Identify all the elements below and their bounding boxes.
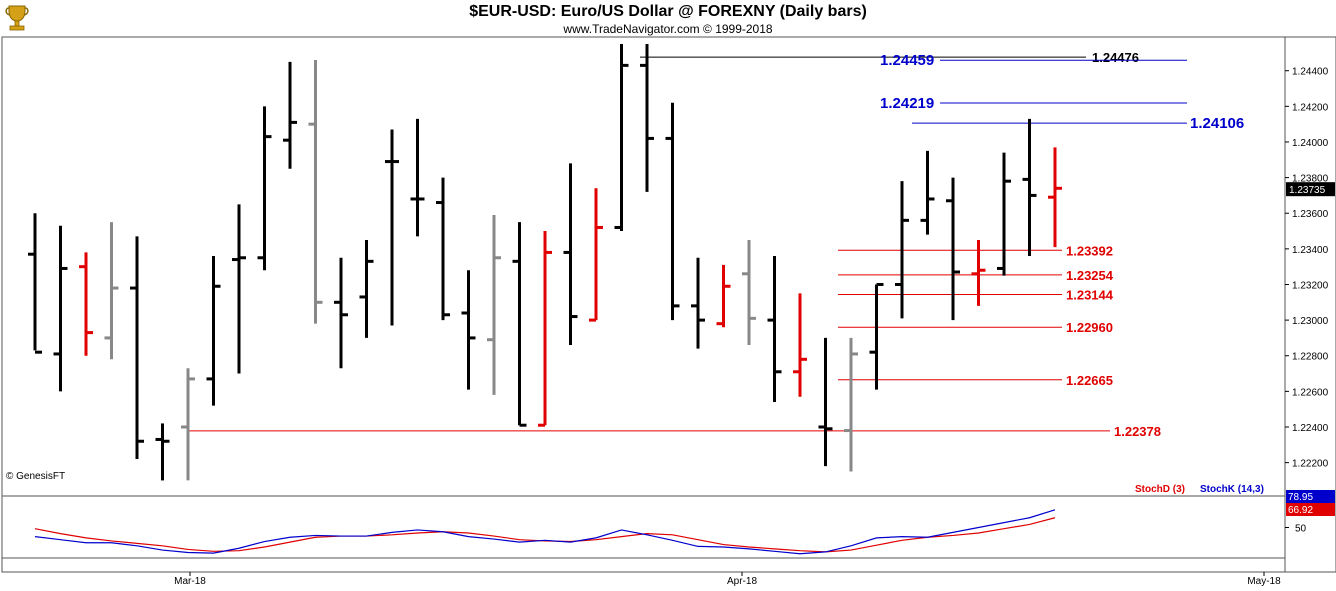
trophy-logo-icon — [5, 5, 29, 31]
ohlc-bar — [742, 239, 756, 346]
ohlc-bar — [181, 368, 195, 481]
legend-stoch-k: StochK (14,3) — [1200, 484, 1264, 495]
ohlc-bar — [257, 106, 272, 271]
y-tick-label: 1.24200 — [1292, 102, 1329, 113]
ohlc-bar — [691, 257, 705, 349]
y-tick-label: 1.22200 — [1292, 459, 1329, 470]
ohlc-bar — [589, 188, 603, 322]
ohlc-bar — [869, 282, 884, 390]
y-tick-label: 1.23000 — [1292, 316, 1329, 327]
price-level-label: 1.22960 — [1066, 320, 1113, 335]
ohlc-bar — [716, 264, 731, 328]
ohlc-bar — [487, 215, 501, 395]
chart-subtitle: www.TradeNavigator.com © 1999-2018 — [563, 22, 773, 36]
ohlc-bar — [512, 222, 527, 427]
legend-stoch-d: StochD (3) — [1135, 484, 1185, 495]
ohlc-bar — [538, 231, 552, 427]
y-tick-label: 1.23200 — [1292, 280, 1329, 291]
ohlc-bar — [997, 152, 1011, 276]
ohlc-bar — [665, 102, 680, 321]
stoch-d-value-box — [1286, 503, 1335, 516]
ohlc-bar — [104, 222, 119, 360]
price-level-label: 1.23392 — [1066, 243, 1113, 258]
ohlc-bar — [920, 150, 935, 235]
ohlc-bar — [461, 270, 476, 390]
stoch-k-value: 78.95 — [1288, 492, 1313, 503]
ohlc-bar — [53, 225, 68, 392]
ohlc-bar — [410, 118, 425, 237]
y-tick-label: 1.23800 — [1292, 174, 1329, 185]
price-axis-frame — [1284, 36, 1336, 573]
price-panel-frame — [1, 36, 1286, 497]
price-level-label: 1.24459 — [880, 52, 934, 69]
ohlc-bar — [232, 204, 246, 374]
ohlc-bar — [844, 337, 858, 472]
y-tick-label: 1.24000 — [1292, 138, 1329, 149]
x-tick-label: Apr-18 — [727, 576, 757, 587]
ohlc-bar — [971, 239, 986, 306]
ohlc-bar — [79, 252, 93, 356]
ohlc-bar — [793, 293, 807, 397]
ohlc-bar — [155, 423, 170, 481]
price-level-label: 1.24476 — [1092, 50, 1139, 65]
y-tick-label: 1.22800 — [1292, 352, 1329, 363]
stoch-k-value-box — [1286, 490, 1335, 503]
stoch-k-line — [34, 509, 1056, 555]
stoch-d-value: 66.92 — [1288, 505, 1313, 516]
ohlc-bar — [334, 257, 348, 369]
ohlc-bar — [640, 44, 654, 192]
last-price-box — [1286, 182, 1335, 197]
ohlc-bar — [767, 255, 782, 403]
ohlc-bar — [308, 60, 323, 324]
x-tick-label: Mar-18 — [174, 576, 206, 587]
y-tick-label: 1.24400 — [1292, 67, 1329, 78]
price-level-label: 1.23144 — [1066, 287, 1114, 302]
ohlc-bar — [614, 44, 629, 232]
ohlc-bar — [946, 177, 960, 321]
ohlc-bar — [563, 163, 578, 346]
ohlc-bar — [385, 129, 399, 326]
ohlc-bar — [818, 337, 833, 467]
price-level-label: 1.22378 — [1114, 424, 1161, 439]
chart-title: $EUR-USD: Euro/US Dollar @ FOREXNY (Dail… — [469, 3, 867, 20]
y-tick-label: 1.23600 — [1292, 209, 1329, 220]
y-tick-label: 1.23400 — [1292, 245, 1329, 256]
ohlc-bar — [1022, 118, 1037, 256]
ohlc-bar — [359, 239, 374, 338]
ohlc-bar — [130, 236, 144, 460]
ohlc-bar — [895, 181, 909, 319]
price-level-label: 1.24106 — [1190, 115, 1244, 132]
price-level-label: 1.24219 — [880, 95, 934, 112]
y-tick-label: 1.22400 — [1292, 423, 1329, 434]
price-level-label: 1.23254 — [1066, 268, 1114, 283]
ohlc-bar — [283, 61, 297, 169]
ohlc-bar — [28, 213, 42, 354]
ohlc-bar — [1048, 147, 1062, 248]
x-tick-label: May-18 — [1247, 576, 1281, 587]
ohlc-bar — [206, 255, 221, 406]
last-price-label: 1.23735 — [1289, 185, 1326, 196]
price-level-label: 1.22665 — [1066, 373, 1113, 388]
watermark-text: © GenesisFT — [6, 471, 65, 482]
stoch-d-line — [34, 517, 1056, 553]
y-tick-label: 1.22600 — [1292, 387, 1329, 398]
title-bar: $EUR-USD: Euro/US Dollar @ FOREXNY (Dail… — [0, 0, 1336, 37]
stoch-tick-label: 50 — [1295, 524, 1307, 535]
ohlc-bar — [436, 177, 450, 321]
